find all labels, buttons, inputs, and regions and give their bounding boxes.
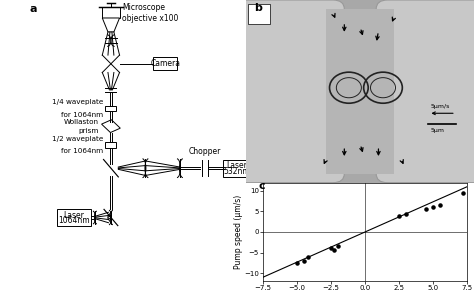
Text: Laser: Laser [226, 161, 247, 171]
Bar [57, 209, 91, 226]
Point [327, 246, 335, 251]
Text: for 1064nm: for 1064nm [61, 112, 103, 118]
FancyBboxPatch shape [376, 0, 474, 183]
Text: c: c [258, 181, 265, 191]
Text: Camera: Camera [150, 59, 180, 68]
Text: Laser: Laser [64, 211, 84, 220]
Y-axis label: Pump speed (μm/s): Pump speed (μm/s) [234, 195, 243, 269]
Point [429, 205, 437, 210]
Text: a: a [29, 4, 37, 14]
Point [459, 191, 466, 195]
Point [293, 260, 301, 265]
Point [395, 213, 403, 218]
Bar [105, 106, 117, 111]
Bar [102, 7, 119, 18]
Bar [247, 4, 270, 24]
Bar [153, 57, 177, 70]
FancyBboxPatch shape [235, 0, 344, 183]
Point [436, 203, 444, 208]
Point [330, 248, 337, 253]
Bar [223, 160, 250, 177]
Text: b: b [255, 3, 262, 13]
Point [422, 207, 430, 212]
Point [304, 255, 312, 260]
Text: 532nm: 532nm [223, 167, 250, 176]
Text: 1064nm: 1064nm [58, 216, 90, 226]
Point [334, 244, 342, 249]
Text: 5μm/s: 5μm/s [431, 104, 450, 109]
Polygon shape [102, 18, 119, 32]
Text: Chopper: Chopper [188, 147, 221, 156]
Text: 1/4 waveplate: 1/4 waveplate [52, 99, 103, 105]
Bar [326, 9, 394, 173]
Polygon shape [101, 120, 120, 133]
Point [402, 211, 410, 216]
Text: for 1064nm: for 1064nm [61, 148, 103, 155]
Point [300, 258, 308, 263]
Text: Wollaston: Wollaston [64, 119, 99, 125]
Bar [105, 142, 117, 148]
Text: prism: prism [79, 128, 99, 134]
Text: Microscope
objective x100: Microscope objective x100 [122, 3, 178, 23]
Text: 5μm: 5μm [431, 128, 445, 133]
Text: 1/2 waveplate: 1/2 waveplate [52, 135, 103, 142]
